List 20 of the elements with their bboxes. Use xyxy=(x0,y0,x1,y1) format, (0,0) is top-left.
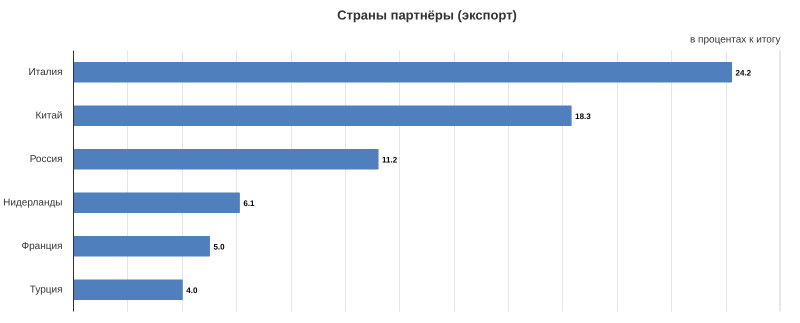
bar xyxy=(74,279,183,300)
bar xyxy=(74,148,379,170)
chart-subtitle: в процентах к итогу xyxy=(690,34,781,46)
data-label: 18.3 xyxy=(575,112,592,121)
data-label: 11.2 xyxy=(382,155,398,164)
bar xyxy=(74,62,732,83)
chart-title: Страны партнёры (экспорт) xyxy=(337,8,517,22)
y-tick-label: Нидерланды xyxy=(3,197,63,208)
data-label: 4.0 xyxy=(186,286,198,295)
data-label: 6.1 xyxy=(243,198,256,208)
data-label: 24.2 xyxy=(736,68,752,78)
y-tick-label: Россия xyxy=(30,154,63,165)
bar xyxy=(74,105,572,126)
data-label: 5.0 xyxy=(213,242,226,252)
y-tick-label: Турция xyxy=(30,284,63,296)
bar xyxy=(74,236,210,257)
y-tick-label: Франция xyxy=(22,240,63,252)
y-tick-label: Италия xyxy=(28,66,63,78)
y-tick-label: Китай xyxy=(35,110,63,122)
bar xyxy=(74,192,240,214)
